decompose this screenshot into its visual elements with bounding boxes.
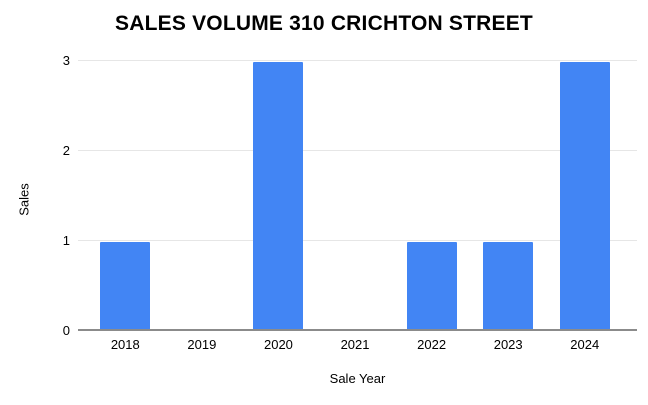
y-tick-label-1: 1 bbox=[62, 233, 70, 248]
x-tick-label-2021: 2021 bbox=[340, 337, 370, 352]
x-tick-label-2019: 2019 bbox=[187, 337, 217, 352]
x-axis-line bbox=[78, 329, 637, 331]
bar-slot-2024 bbox=[546, 61, 623, 331]
gridline-2 bbox=[78, 150, 637, 151]
bar-2018[interactable] bbox=[100, 242, 151, 331]
bar-slot-2022 bbox=[393, 61, 470, 331]
plot-area bbox=[78, 60, 637, 331]
bar-slot-2019 bbox=[164, 61, 241, 331]
y-tick-label-0: 0 bbox=[62, 323, 70, 338]
y-tick-label-3: 3 bbox=[62, 53, 70, 68]
gridline-1 bbox=[78, 240, 637, 241]
bar-2024[interactable] bbox=[559, 62, 610, 331]
gridline-3 bbox=[78, 60, 637, 61]
x-tick-label-2023: 2023 bbox=[493, 337, 523, 352]
chart-title: SALES VOLUME 310 CRICHTON STREET bbox=[115, 12, 533, 35]
x-tick-label-2018: 2018 bbox=[110, 337, 140, 352]
bars-layer bbox=[87, 61, 623, 331]
y-tick-label-2: 2 bbox=[62, 143, 70, 158]
x-tick-label-2024: 2024 bbox=[570, 337, 600, 352]
bar-2022[interactable] bbox=[406, 242, 457, 331]
bar-slot-2021 bbox=[317, 61, 394, 331]
x-axis-ticks: 2018 2019 2020 2021 2022 2023 2024 bbox=[87, 337, 623, 353]
bar-slot-2023 bbox=[470, 61, 547, 331]
bar-slot-2018 bbox=[87, 61, 164, 331]
x-tick-label-2022: 2022 bbox=[417, 337, 447, 352]
bar-slot-2020 bbox=[240, 61, 317, 331]
bar-2020[interactable] bbox=[253, 62, 304, 331]
bar-2023[interactable] bbox=[483, 242, 534, 331]
x-tick-label-2020: 2020 bbox=[263, 337, 293, 352]
x-axis-title: Sale Year bbox=[329, 371, 386, 386]
